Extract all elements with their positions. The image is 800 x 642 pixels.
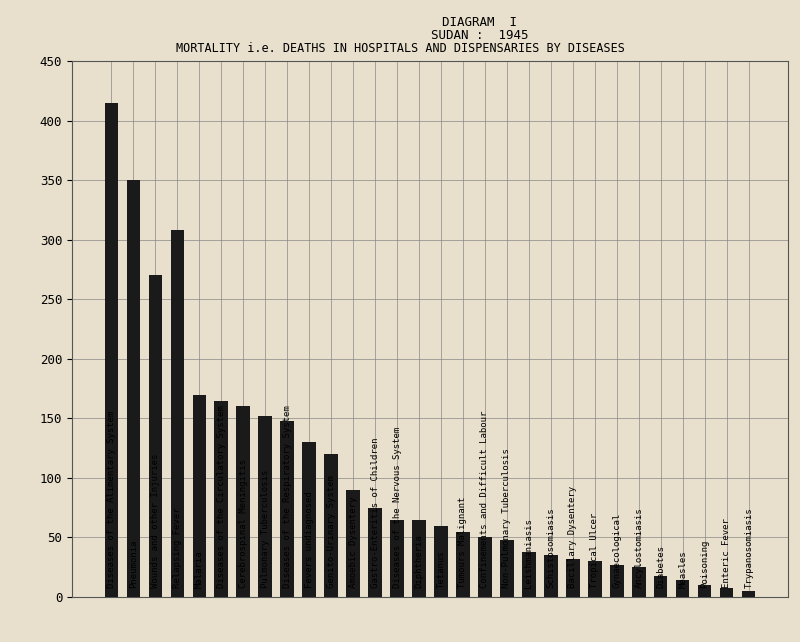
Text: Relapsing Fever: Relapsing Fever bbox=[173, 507, 182, 587]
Text: Tropical Ulcer: Tropical Ulcer bbox=[590, 512, 599, 587]
Text: Trypanosomiasis: Trypanosomiasis bbox=[744, 507, 754, 587]
Text: Pneumonia: Pneumonia bbox=[129, 539, 138, 587]
Text: Fevers undiagnosed: Fevers undiagnosed bbox=[305, 490, 314, 587]
Bar bbox=[522, 551, 535, 597]
Text: Gynaecological: Gynaecological bbox=[613, 512, 622, 587]
Bar bbox=[346, 490, 360, 597]
Bar bbox=[237, 406, 250, 597]
Text: Measles: Measles bbox=[678, 550, 687, 587]
Bar bbox=[456, 532, 470, 597]
Bar bbox=[281, 421, 294, 597]
Text: MORTALITY i.e. DEATHS IN HOSPITALS AND DISPENSARIES BY DISEASES: MORTALITY i.e. DEATHS IN HOSPITALS AND D… bbox=[175, 42, 625, 55]
Bar bbox=[369, 508, 382, 597]
Bar bbox=[325, 454, 338, 597]
Bar bbox=[654, 576, 667, 597]
Text: Diseases of the Alimentary System: Diseases of the Alimentary System bbox=[106, 410, 116, 587]
Text: Gastro-Enteritis of Children: Gastro-Enteritis of Children bbox=[370, 437, 379, 587]
Bar bbox=[742, 591, 755, 597]
Text: Ancylostomiasis: Ancylostomiasis bbox=[634, 507, 643, 587]
Bar bbox=[698, 585, 711, 597]
Bar bbox=[632, 568, 646, 597]
Bar bbox=[588, 561, 602, 597]
Text: Non-Pulmonary Tuberculosis: Non-Pulmonary Tuberculosis bbox=[502, 447, 511, 587]
Text: Diphtheria: Diphtheria bbox=[414, 534, 423, 587]
Bar bbox=[105, 103, 118, 597]
Text: Wounds and other Injuries: Wounds and other Injuries bbox=[150, 453, 160, 587]
Bar bbox=[676, 580, 690, 597]
Bar bbox=[302, 442, 316, 597]
Text: Amoebic Dysentery: Amoebic Dysentery bbox=[349, 496, 358, 587]
Text: Malaria: Malaria bbox=[194, 550, 204, 587]
Text: SUDAN :  1945: SUDAN : 1945 bbox=[431, 29, 529, 42]
Text: Enteric Fever: Enteric Fever bbox=[722, 517, 731, 587]
Text: DIAGRAM  I: DIAGRAM I bbox=[442, 16, 518, 29]
Text: Bacillary Dysentery: Bacillary Dysentery bbox=[569, 485, 578, 587]
Bar bbox=[434, 526, 447, 597]
Bar bbox=[413, 519, 426, 597]
Bar bbox=[170, 230, 184, 597]
Text: Pulmonary Tuberculosis: Pulmonary Tuberculosis bbox=[261, 469, 270, 587]
Text: Tetanus: Tetanus bbox=[437, 550, 446, 587]
Text: Diseases of the Respiratory System: Diseases of the Respiratory System bbox=[282, 404, 291, 587]
Text: Schistosomiasis: Schistosomiasis bbox=[546, 507, 555, 587]
Text: Confinements and Difficult Labour: Confinements and Difficult Labour bbox=[481, 410, 490, 587]
Text: Tumours Malignant: Tumours Malignant bbox=[458, 496, 467, 587]
Bar bbox=[544, 555, 558, 597]
Bar bbox=[566, 559, 579, 597]
Text: Diabetes: Diabetes bbox=[656, 544, 666, 587]
Text: Diseases of the Nervous System: Diseases of the Nervous System bbox=[393, 426, 402, 587]
Text: Leishmaniasis: Leishmaniasis bbox=[525, 517, 534, 587]
Bar bbox=[500, 540, 514, 597]
Bar bbox=[390, 519, 404, 597]
Text: Cerebrospinal Meningitis: Cerebrospinal Meningitis bbox=[238, 458, 247, 587]
Bar bbox=[214, 401, 228, 597]
Bar bbox=[258, 416, 272, 597]
Bar bbox=[610, 565, 623, 597]
Text: Diseases of the Circulatory System: Diseases of the Circulatory System bbox=[217, 404, 226, 587]
Text: Genito-Urinary System: Genito-Urinary System bbox=[326, 474, 335, 587]
Text: Poisoning: Poisoning bbox=[700, 539, 710, 587]
Bar bbox=[478, 537, 491, 597]
Bar bbox=[720, 587, 734, 597]
Bar bbox=[126, 180, 140, 597]
Bar bbox=[193, 395, 206, 597]
Bar bbox=[149, 275, 162, 597]
